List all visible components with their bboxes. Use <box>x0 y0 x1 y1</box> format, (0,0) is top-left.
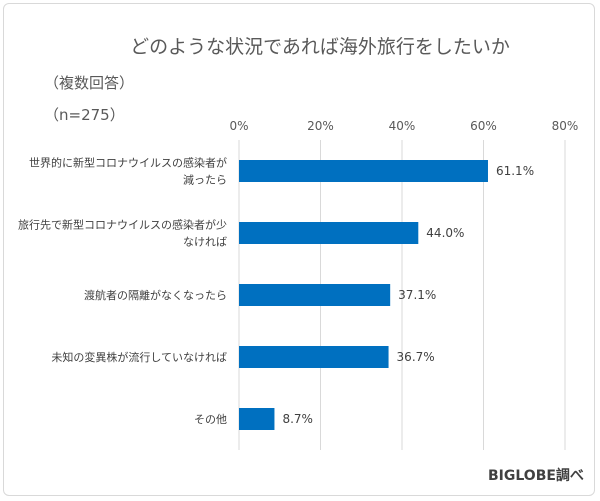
value-label: 44.0% <box>426 226 464 240</box>
x-tick-label: 40% <box>389 119 416 133</box>
chart-title: どのような状況であれば海外旅行をしたいか <box>130 36 510 58</box>
x-tick-label: 0% <box>229 119 248 133</box>
chart-frame <box>3 3 595 496</box>
value-label: 8.7% <box>282 412 313 426</box>
category-label-line: その他 <box>194 413 227 426</box>
bar <box>239 408 275 430</box>
category-label: 渡航者の隔離がなくなったら <box>84 288 227 302</box>
bar <box>239 160 488 182</box>
bar <box>239 222 419 244</box>
category-label: 未知の変異株が流行していなければ <box>51 350 227 364</box>
category-label-line: 世界的に新型コロナウイルスの感染者が <box>29 156 227 170</box>
category-label: その他 <box>194 413 227 426</box>
bar <box>239 346 389 368</box>
value-label: 36.7% <box>397 350 435 364</box>
x-tick-label: 60% <box>470 119 497 133</box>
value-label: 61.1% <box>496 164 534 178</box>
category-label-line: 未知の変異株が流行していなければ <box>51 350 227 364</box>
value-label: 37.1% <box>398 288 436 302</box>
category-label-line: 減ったら <box>183 173 227 187</box>
category-label-line: 渡航者の隔離がなくなったら <box>84 288 227 302</box>
category-label-line: 旅行先で新型コロナウイルスの感染者が少 <box>18 218 227 232</box>
source-label: BIGLOBE調べ <box>488 468 584 484</box>
sample-size-note: （n=275） <box>44 106 125 124</box>
x-tick-label: 20% <box>307 119 334 133</box>
bar <box>239 284 391 306</box>
response-type-note: （複数回答） <box>44 74 135 92</box>
category-label-line: なければ <box>183 236 227 249</box>
category-label: 旅行先で新型コロナウイルスの感染者が少なければ <box>18 218 227 249</box>
category-label: 世界的に新型コロナウイルスの感染者が減ったら <box>29 156 227 187</box>
x-tick-label: 80% <box>552 119 579 133</box>
